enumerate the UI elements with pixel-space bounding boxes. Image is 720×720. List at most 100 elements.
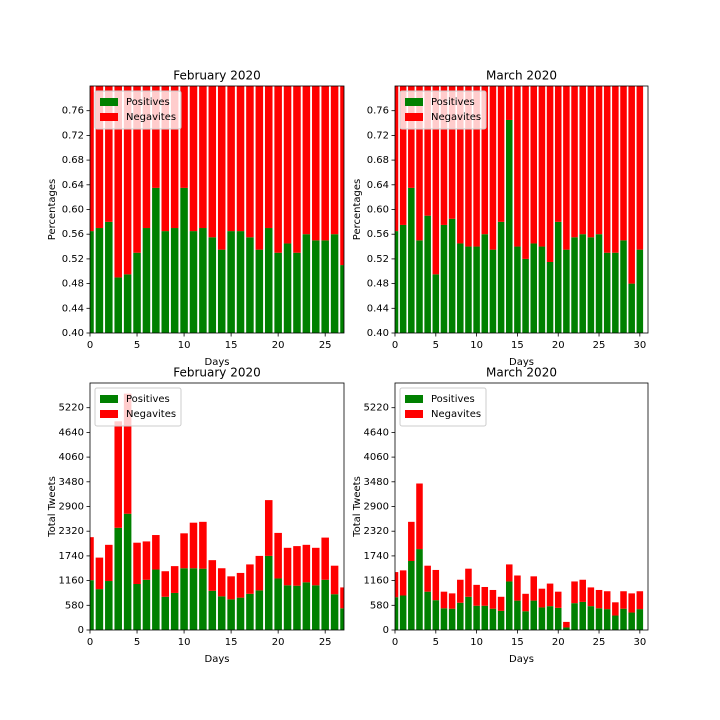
bar: [217, 596, 226, 630]
bar: [546, 583, 554, 607]
bar: [227, 86, 235, 232]
bar: [199, 86, 207, 229]
y-tick-label: 1160: [364, 576, 389, 587]
bar: [416, 549, 423, 630]
x-tick-label: 0: [87, 340, 93, 351]
bar: [432, 569, 440, 601]
bar: [448, 608, 456, 630]
bar: [142, 541, 151, 580]
bar: [628, 283, 635, 333]
bar: [497, 86, 505, 222]
y-tick-label: 4640: [59, 427, 84, 438]
y-tick-label: 2900: [364, 502, 389, 513]
bar: [636, 591, 644, 610]
y-tick-label: 0.48: [62, 279, 84, 290]
subplot: 0.40 0.44 0.48 0.52 0.56 0.60 0.64 0.68 0.72 0.76…: [352, 69, 649, 368]
bar: [457, 86, 464, 244]
bar: [321, 240, 329, 333]
bar: [636, 86, 644, 250]
bar: [628, 612, 635, 630]
bar: [636, 249, 644, 333]
bar: [489, 249, 497, 333]
legend-swatch: [100, 410, 118, 418]
bar: [152, 569, 160, 630]
x-tick-label: 0: [87, 637, 93, 648]
bar: [180, 533, 188, 569]
x-tick-label: 0: [392, 637, 398, 648]
bar: [546, 86, 554, 262]
bar: [180, 86, 188, 188]
y-axis-label: Percentages: [47, 179, 58, 240]
y-tick-label: 5220: [364, 403, 389, 414]
x-tick-label: 20: [552, 340, 565, 351]
y-tick-label: 2900: [59, 502, 84, 513]
bar: [546, 606, 554, 630]
bar: [473, 246, 480, 333]
x-tick-label: 5: [134, 637, 140, 648]
bar: [530, 243, 538, 333]
bar: [620, 591, 627, 609]
x-tick-label: 20: [272, 637, 285, 648]
x-tick-label: 10: [178, 637, 191, 648]
bar: [587, 237, 595, 333]
bar: [603, 609, 611, 630]
bar: [481, 86, 489, 235]
bar: [133, 86, 141, 253]
bar: [95, 86, 104, 229]
bar: [432, 86, 440, 275]
x-tick-label: 20: [552, 637, 565, 648]
bar: [255, 249, 264, 333]
y-tick-label: 1740: [364, 551, 389, 562]
bar: [563, 86, 570, 250]
bar: [170, 86, 179, 229]
legend-swatch: [100, 395, 118, 403]
bar: [312, 547, 320, 586]
bar: [114, 277, 122, 333]
y-tick-label: 2320: [364, 526, 389, 537]
bar: [302, 234, 311, 333]
x-tick-label: 15: [511, 340, 524, 351]
bar: [274, 252, 282, 333]
subplot: 0 580 1160 1740 2320 2900 3480 4060 4640 5220 0 5 10…: [352, 366, 649, 665]
x-tick-label: 10: [178, 340, 191, 351]
bar: [571, 86, 578, 238]
bar: [530, 86, 538, 244]
bar: [246, 86, 254, 238]
bar: [620, 608, 627, 630]
bar: [302, 86, 311, 235]
y-tick-label: 0.60: [62, 205, 84, 216]
bar: [189, 86, 198, 232]
bar: [432, 274, 440, 333]
bar: [440, 591, 448, 609]
bar: [227, 231, 235, 333]
bar: [563, 627, 570, 630]
legend-label: Positives: [431, 97, 475, 108]
bars: [90, 86, 344, 333]
legend-label: Positives: [126, 394, 170, 405]
y-tick-label: 0: [78, 625, 84, 636]
y-tick-label: 0.40: [62, 328, 84, 339]
y-tick-label: 4060: [364, 452, 389, 463]
bar: [236, 231, 245, 333]
bar: [227, 599, 235, 630]
bar: [302, 582, 311, 630]
bar: [408, 521, 415, 562]
bar: [312, 86, 320, 241]
bar: [481, 586, 489, 606]
bar: [264, 228, 273, 333]
bar: [123, 513, 132, 630]
bar: [612, 615, 619, 630]
x-tick-label: 10: [470, 340, 483, 351]
y-tick-label: 5220: [59, 403, 84, 414]
bar: [208, 237, 217, 333]
bar: [424, 86, 431, 216]
bar: [321, 579, 329, 630]
bar: [217, 249, 226, 333]
bar: [612, 602, 619, 616]
y-tick-label: 0.56: [367, 229, 389, 240]
bar: [416, 240, 423, 333]
y-tick-label: 1740: [59, 551, 84, 562]
bar: [595, 234, 603, 333]
chart-title: February 2020: [173, 69, 261, 83]
bar: [497, 610, 505, 630]
